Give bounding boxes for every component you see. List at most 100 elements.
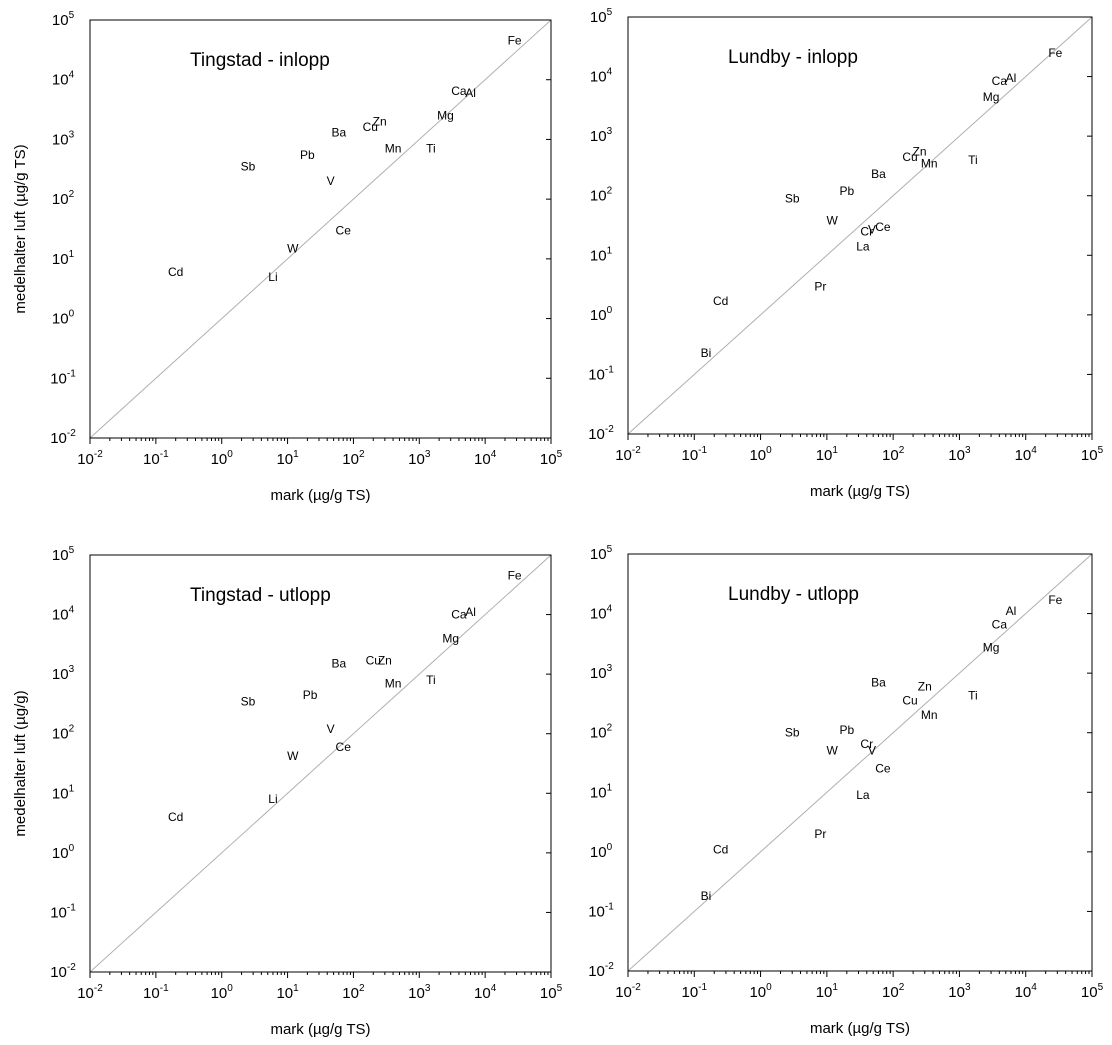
one-to-one-line [627,553,1093,972]
data-point-label-al: Al [1006,71,1017,85]
panel-title: Lundby - inlopp [728,47,858,68]
data-point-label-ti: Ti [426,673,436,687]
x-tick-label: 103 [408,983,431,1002]
y-tick-label: 102 [52,724,75,743]
data-point-label-zn: Zn [913,145,927,159]
data-point-label-ce: Ce [336,223,352,237]
data-point-label-sb: Sb [785,191,800,205]
data-point-label-zn: Zn [373,114,387,128]
data-point-label-fe: Fe [1048,46,1062,60]
y-tick-label: 101 [590,245,613,264]
y-axis-label: medelhalter luft (µg/g) [12,690,29,836]
y-tick-label: 104 [52,605,75,624]
x-tick-label: 10-2 [615,982,641,1001]
y-tick-label: 104 [590,67,613,86]
data-point-label-al: Al [1006,604,1017,618]
x-tick-label: 104 [474,449,497,468]
data-point-label-pb: Pb [300,148,315,162]
y-tick-label: 10-2 [588,424,614,443]
data-point-label-sb: Sb [241,160,256,174]
x-tick-label: 101 [276,449,299,468]
panel-title: Tingstad - inlopp [190,50,330,71]
data-point-label-zn: Zn [918,679,932,693]
y-tick-label: 103 [590,663,613,682]
data-point-label-v: V [868,223,876,237]
y-tick-label: 103 [52,129,75,148]
one-to-one-line [627,16,1093,435]
data-point-label-cu: Cu [902,150,917,164]
x-tick-label: 103 [948,982,971,1001]
y-tick-label: 10-2 [588,961,614,980]
y-tick-label: 10-1 [588,364,614,383]
data-point-label-ba: Ba [871,675,886,689]
data-point-label-bi: Bi [701,889,712,903]
data-point-label-cd: Cd [168,810,183,824]
panel-title: Lundby - utlopp [728,584,859,605]
x-axis-label: mark (µg/g TS) [270,487,370,504]
data-point-label-mn: Mn [921,708,938,722]
data-point-label-cu: Cu [366,653,381,667]
y-tick-label: 101 [52,249,75,268]
y-tick-label: 10-1 [588,901,614,920]
data-point-label-al: Al [465,605,476,619]
data-point-label-ti: Ti [968,153,978,167]
data-point-label-ca: Ca [992,618,1008,632]
y-tick-label: 101 [590,782,613,801]
data-point-label-ce: Ce [336,740,352,754]
data-point-label-al: Al [465,86,476,100]
y-tick-label: 100 [590,305,613,324]
data-point-label-pr: Pr [814,279,826,293]
data-point-label-ce: Ce [875,220,891,234]
x-tick-label: 10-1 [143,449,169,468]
y-tick-label: 102 [590,186,613,205]
data-point-label-mg: Mg [983,640,1000,654]
y-tick-label: 104 [590,604,613,623]
y-tick-label: 105 [590,7,613,26]
x-tick-label: 10-1 [143,983,169,1002]
chart-panel-1: 10-2 10-1 100 101 102 103 104 105 10-2 10-1 100 101… [12,10,563,504]
x-tick-label: 100 [749,445,772,464]
x-tick-label: 104 [1015,445,1038,464]
y-tick-label: 10-1 [50,368,76,387]
data-point-label-ba: Ba [331,126,346,140]
chart-panel-2: 10-2 10-1 100 101 102 103 104 105 10-2 10-1 100 101… [588,7,1103,500]
y-tick-label: 10-2 [50,962,76,981]
data-point-label-cu: Cu [363,120,378,134]
data-point-label-mn: Mn [385,142,402,156]
y-tick-label: 104 [52,70,75,89]
chart-panel-4: 10-2 10-1 100 101 102 103 104 105 10-2 10-1 100 101… [588,544,1103,1037]
data-point-label-mg: Mg [983,90,1000,104]
data-point-label-sb: Sb [785,726,800,740]
data-point-label-cu: Cu [902,693,917,707]
x-tick-label: 101 [276,983,299,1002]
data-point-label-ba: Ba [871,167,886,181]
y-tick-label: 103 [590,126,613,145]
data-point-label-v: V [868,744,876,758]
data-point-label-v: V [327,174,335,188]
one-to-one-line [89,554,552,973]
data-point-label-mn: Mn [385,676,402,690]
x-tick-label: 100 [211,983,234,1002]
data-point-label-la: La [856,240,870,254]
x-tick-label: 10-2 [77,983,103,1002]
data-point-label-ti: Ti [426,142,436,156]
y-tick-label: 100 [590,842,613,861]
x-tick-label: 101 [816,982,839,1001]
data-point-label-bi: Bi [701,346,712,360]
plot-frame [627,16,1093,435]
data-point-label-w: W [287,749,299,763]
data-point-label-w: W [287,241,299,255]
data-point-label-mg: Mg [437,109,454,123]
data-point-label-ce: Ce [875,762,891,776]
data-point-label-ca: Ca [451,84,467,98]
data-point-label-sb: Sb [241,694,256,708]
chart-panel-3: 10-2 10-1 100 101 102 103 104 105 10-2 10-1 100 101… [12,545,563,1038]
data-point-label-w: W [826,744,838,758]
x-tick-label: 10-2 [77,449,103,468]
data-point-label-fe: Fe [508,569,522,583]
x-tick-label: 102 [342,449,365,468]
x-tick-label: 100 [749,982,772,1001]
data-point-label-ba: Ba [331,657,346,671]
data-point-label-li: Li [268,270,277,284]
